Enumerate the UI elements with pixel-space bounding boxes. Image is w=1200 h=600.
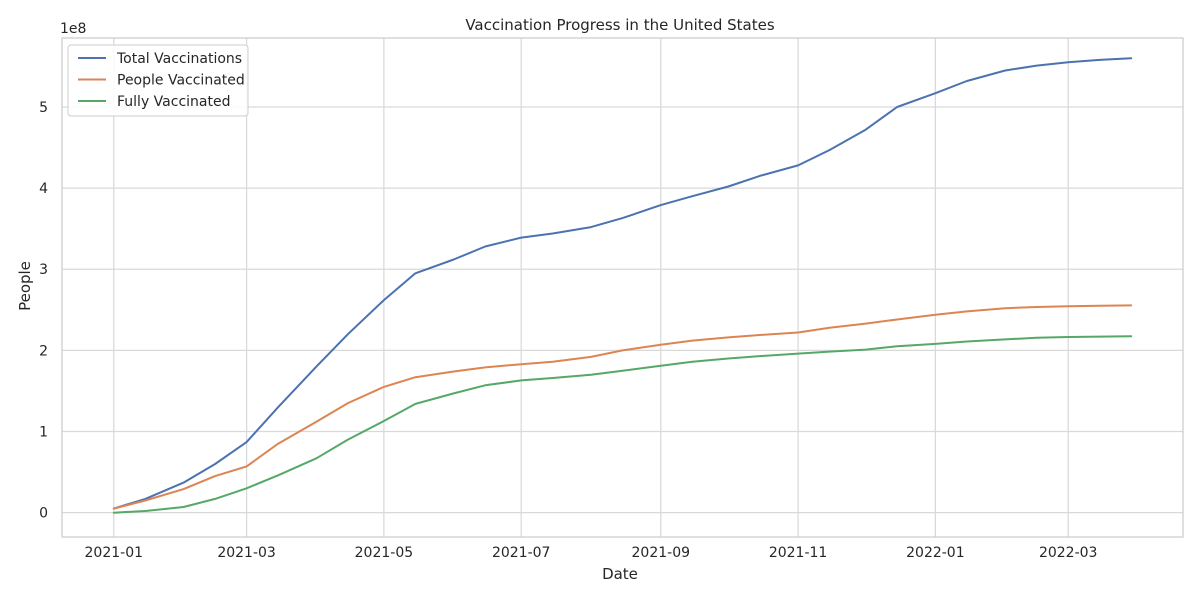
plot-area-frame bbox=[61, 37, 1184, 538]
x-tick-label: 2022-03 bbox=[1039, 545, 1098, 561]
x-tick-label: 2021-03 bbox=[217, 545, 276, 561]
x-tick-label: 2021-01 bbox=[85, 545, 144, 561]
legend-box bbox=[67, 44, 249, 117]
y-offset-label: 1e8 bbox=[60, 21, 86, 37]
legend: Total Vaccinations People Vaccinated Fully… bbox=[67, 44, 249, 117]
legend-items: Total Vaccinations People Vaccinated Fully… bbox=[78, 51, 245, 110]
legend-label: Fully Vaccinated bbox=[117, 94, 230, 110]
x-axis-label: Date bbox=[602, 565, 638, 583]
y-tick-label: 5 bbox=[39, 100, 48, 116]
y-tick-label: 0 bbox=[39, 506, 48, 522]
x-tick-label: 2021-11 bbox=[769, 545, 828, 561]
x-tick-label: 2021-05 bbox=[355, 545, 414, 561]
y-tick-label: 1 bbox=[39, 425, 48, 441]
y-tick-labels: 0 1 2 3 4 5 bbox=[39, 100, 48, 522]
x-tick-label: 2022-01 bbox=[906, 545, 965, 561]
y-tick-label: 2 bbox=[39, 343, 48, 359]
legend-label: People Vaccinated bbox=[117, 73, 245, 89]
series-lines bbox=[112, 57, 1133, 514]
series-line-2 bbox=[112, 335, 1133, 514]
chart-title: Vaccination Progress in the United State… bbox=[465, 16, 775, 34]
y-tick-label: 4 bbox=[39, 181, 48, 197]
legend-label: Total Vaccinations bbox=[116, 51, 242, 67]
y-axis-label: People bbox=[16, 261, 34, 311]
series-line-0 bbox=[112, 57, 1133, 510]
x-tick-label: 2021-07 bbox=[492, 545, 551, 561]
series-line-1 bbox=[112, 304, 1133, 510]
x-tick-label: 2021-09 bbox=[632, 545, 691, 561]
y-tick-label: 3 bbox=[39, 262, 48, 278]
x-tick-labels: 2021-01 2021-03 2021-05 2021-07 2021-09 2021-… bbox=[85, 545, 1098, 561]
